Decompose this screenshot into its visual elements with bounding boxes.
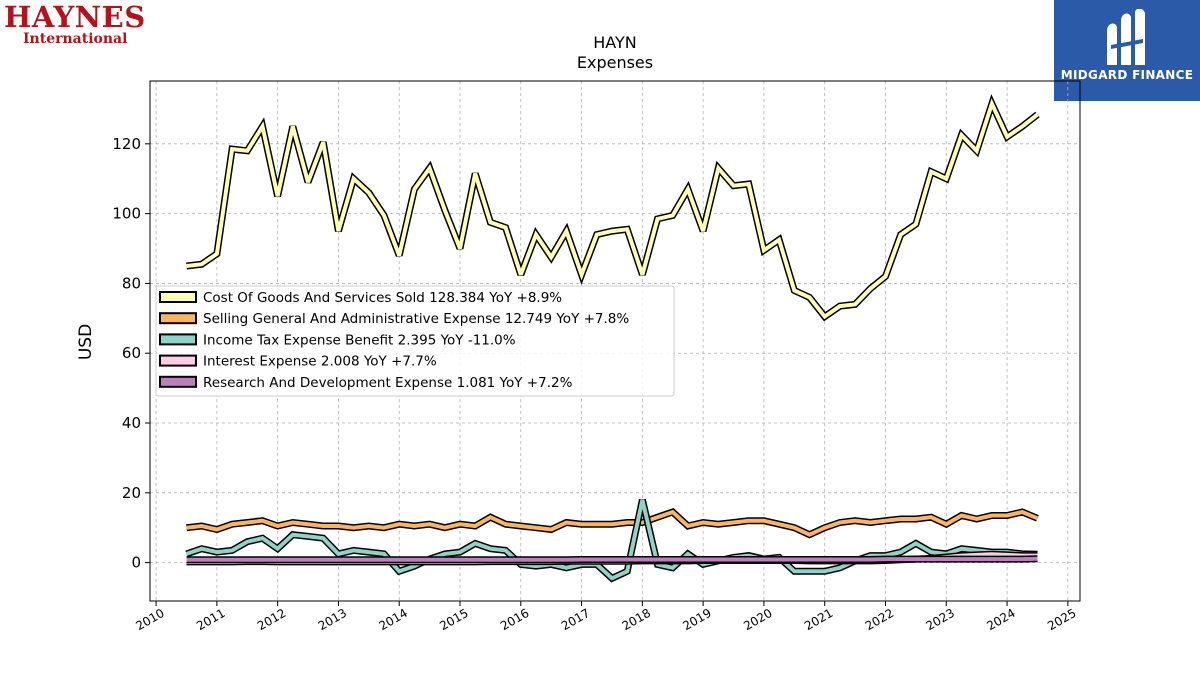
haynes-logo-subtitle: International (23, 31, 128, 47)
series-stroke (186, 509, 1039, 537)
chart-title: HAYN (593, 33, 636, 52)
haynes-logo-name: HAYNES (4, 0, 146, 34)
x-tick-label: 2017 (559, 606, 592, 633)
chart-subtitle: Expenses (577, 53, 653, 72)
legend-swatch (159, 291, 197, 303)
series-2-line (185, 499, 1038, 583)
x-tick-label: 2012 (255, 606, 288, 633)
y-axis-label: USD (76, 324, 96, 360)
y-tick-label: 80 (122, 274, 141, 292)
series-1-line (186, 508, 1039, 539)
y-tick-label: 120 (112, 135, 141, 153)
x-tick-label: 2022 (863, 606, 896, 633)
y-tick-label: 0 (131, 554, 141, 572)
midgard-finance-logo-text: MIDGARD FINANCE (1060, 68, 1194, 82)
plot-frame (149, 80, 1081, 602)
y-tick-label: 40 (122, 414, 141, 432)
series-stroke (186, 98, 1039, 320)
x-tick-label: 2014 (376, 606, 409, 633)
series-0-line (186, 94, 1040, 322)
legend-swatch (159, 333, 197, 346)
legend-swatch (159, 354, 197, 367)
series-outline (186, 94, 1040, 322)
series-lines (185, 94, 1040, 583)
y-tick-label: 20 (122, 484, 141, 502)
x-tick-label: 2020 (741, 606, 774, 633)
haynes-logo: HAYNES International (4, 2, 164, 50)
legend-label: Research And Development Expense 1.081 Y… (203, 375, 573, 391)
legend-swatch (159, 312, 197, 325)
series-4-line (186, 555, 1038, 564)
series-stroke (186, 556, 1038, 562)
x-tick-label: 2011 (194, 606, 227, 633)
x-tick-label: 2023 (924, 606, 957, 633)
series-stroke (185, 499, 1038, 581)
midgard-finance-logo: MIDGARD FINANCE (1054, 0, 1200, 101)
legend-label: Cost Of Goods And Services Sold 128.384 … (203, 290, 562, 306)
x-tick-label: 2025 (1045, 606, 1078, 633)
x-tick-label: 2019 (680, 606, 713, 633)
x-tick-label: 2010 (133, 606, 166, 633)
x-tick-label: 2015 (437, 606, 470, 633)
legend-label: Selling General And Administrative Expen… (203, 311, 629, 327)
legend: Cost Of Goods And Services Sold 128.384 … (155, 285, 675, 397)
midgard-emblem-icon (1107, 9, 1145, 65)
x-tick-label: 2018 (620, 606, 653, 633)
y-tick-label: 100 (112, 205, 141, 223)
x-tick-label: 2016 (498, 606, 531, 633)
y-tick-label: 60 (122, 344, 141, 362)
legend-label: Income Tax Expense Benefit 2.395 YoY -11… (203, 332, 516, 348)
legend-label: Interest Expense 2.008 YoY +7.7% (203, 354, 437, 370)
legend-box (155, 285, 675, 397)
x-tick-label: 2021 (802, 606, 835, 633)
x-tick-label: 2013 (316, 606, 349, 633)
legend-swatch (159, 375, 197, 388)
x-tick-label: 2024 (984, 606, 1017, 633)
